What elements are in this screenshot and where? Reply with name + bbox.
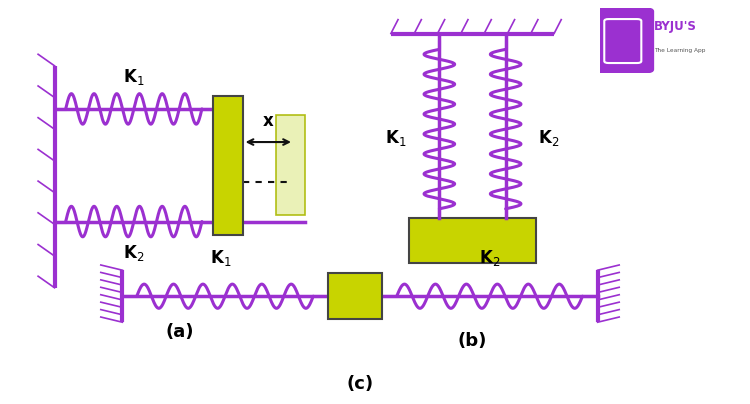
Text: K$_2$: K$_2$ [123, 243, 145, 263]
Text: x: x [263, 112, 274, 130]
Text: K$_1$: K$_1$ [386, 128, 406, 148]
Text: K$_1$: K$_1$ [123, 67, 145, 87]
Bar [409, 218, 536, 263]
Text: K$_1$: K$_1$ [210, 248, 232, 268]
Text: BYJU'S: BYJU'S [654, 20, 697, 33]
Text: K$_2$: K$_2$ [479, 248, 500, 268]
Text: The Learning App: The Learning App [654, 48, 706, 53]
Bar [276, 115, 305, 215]
Bar [328, 273, 382, 320]
Bar [213, 96, 243, 235]
Text: (c): (c) [346, 375, 374, 393]
Text: (a): (a) [166, 323, 194, 341]
FancyBboxPatch shape [592, 7, 654, 74]
Text: K$_2$: K$_2$ [538, 128, 560, 148]
Text: (b): (b) [458, 332, 488, 350]
